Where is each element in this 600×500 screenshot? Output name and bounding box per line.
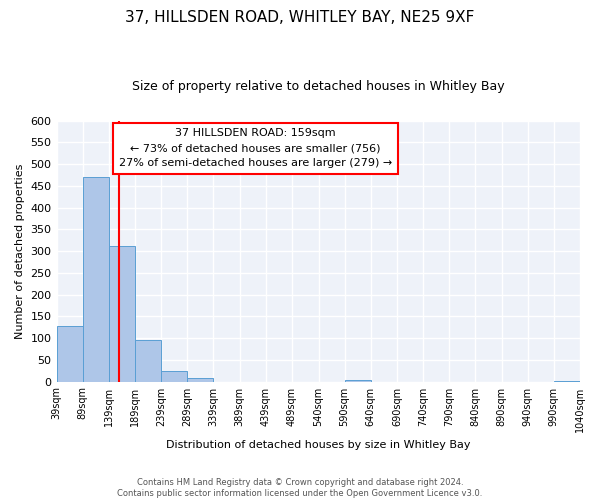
Text: Contains HM Land Registry data © Crown copyright and database right 2024.
Contai: Contains HM Land Registry data © Crown c… [118, 478, 482, 498]
Bar [83, 177, 109, 382]
X-axis label: Distribution of detached houses by size in Whitley Bay: Distribution of detached houses by size … [166, 440, 470, 450]
Title: Size of property relative to detached houses in Whitley Bay: Size of property relative to detached ho… [132, 80, 505, 93]
Text: 37, HILLSDEN ROAD, WHITLEY BAY, NE25 9XF: 37, HILLSDEN ROAD, WHITLEY BAY, NE25 9XF [125, 10, 475, 25]
Bar [344, 380, 371, 382]
Bar [161, 370, 187, 382]
Bar [554, 380, 580, 382]
Bar [187, 378, 214, 382]
Bar [56, 326, 83, 382]
Y-axis label: Number of detached properties: Number of detached properties [15, 164, 25, 338]
Bar [135, 340, 161, 382]
Text: 37 HILLSDEN ROAD: 159sqm
← 73% of detached houses are smaller (756)
27% of semi-: 37 HILLSDEN ROAD: 159sqm ← 73% of detach… [119, 128, 392, 168]
Bar [109, 246, 135, 382]
